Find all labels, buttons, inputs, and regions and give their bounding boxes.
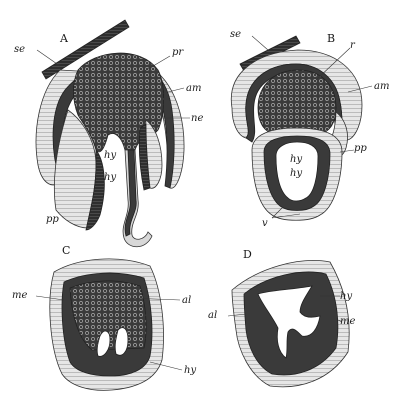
label-al-c: al: [182, 295, 191, 306]
label-hy1-a: hy: [104, 150, 116, 161]
panel-b: B se r am hy hy pp v: [230, 29, 389, 229]
label-se-a: se: [14, 44, 25, 55]
label-pp-a: pp: [46, 214, 59, 225]
leader-al-d: [227, 313, 247, 317]
label-am-b: am: [374, 81, 389, 92]
leader-pr-a: [142, 55, 171, 73]
leader-pp-b: [339, 149, 355, 153]
cell-mass-b: [257, 69, 337, 135]
label-hy-c: hy: [184, 365, 196, 376]
hypoblast-dark-a: [124, 149, 137, 237]
label-hy-d: hy: [340, 291, 352, 302]
label-hy2-a: hy: [104, 172, 116, 183]
panel-c: C me al hy: [12, 244, 196, 391]
label-r-b: r: [350, 40, 356, 51]
cavity-left-c: [96, 330, 111, 357]
panel-letter-c: C: [62, 244, 70, 257]
leader-me-c: [35, 295, 65, 301]
leader-me-d: [337, 319, 343, 323]
label-me-d: me: [340, 316, 355, 327]
label-pp-b: pp: [354, 143, 367, 154]
label-pr-a: pr: [172, 47, 184, 58]
leader-se-b: [251, 35, 269, 51]
gut-lumen-d: [257, 285, 321, 359]
leader-al-c: [127, 297, 181, 301]
label-al-d: al: [208, 310, 217, 321]
panel-d: D hy me al: [208, 248, 355, 388]
leader-am-a: [167, 87, 185, 93]
leader-am-b: [347, 85, 373, 93]
primitive-plate-dark-a: [85, 148, 105, 231]
label-hy1-b: hy: [290, 154, 302, 165]
panel-letter-a: A: [59, 32, 69, 45]
label-am-a: am: [186, 83, 201, 94]
cavity-right-c: [114, 327, 129, 356]
leader-hy-c: [149, 361, 183, 371]
leader-v-b-left: [271, 207, 283, 219]
lateral-wing-dark-a: [138, 123, 151, 191]
label-me-c: me: [12, 290, 27, 301]
panel-a: A se pr am ne hy hy pp: [14, 19, 203, 248]
leader-r-b: [315, 47, 351, 81]
yolk-cavity-b: [275, 141, 319, 202]
panel-letter-d: D: [243, 248, 252, 261]
label-ne-a: ne: [191, 113, 203, 124]
label-hy2-b: hy: [290, 168, 302, 179]
leader-v-b-right: [271, 213, 301, 219]
serosa-strip-a: [41, 19, 130, 80]
label-v-b: v: [262, 218, 268, 229]
panel-letter-b: B: [327, 32, 335, 45]
leader-se-a: [36, 49, 61, 67]
label-se-b: se: [230, 29, 241, 40]
